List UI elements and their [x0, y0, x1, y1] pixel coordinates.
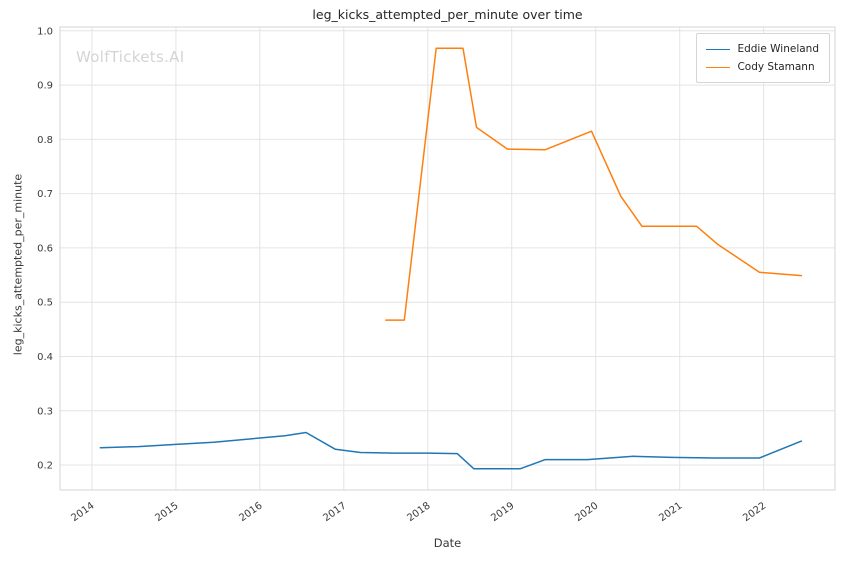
x-axis-label: Date: [433, 536, 462, 550]
legend-line-swatch: [706, 48, 731, 50]
y-tick-label: 0.2: [37, 461, 53, 472]
y-axis-label: leg_kicks_attempted_per_minute: [11, 173, 25, 356]
y-tick-label: 0.8: [37, 135, 53, 146]
series-line-eddie-wineland: [99, 431, 803, 470]
series-line-cody-stamann: [385, 47, 803, 321]
legend-entry: Cody Stamann: [706, 58, 819, 76]
x-tick-label: 2018: [405, 500, 432, 524]
legend-line-swatch: [706, 66, 731, 68]
y-tick-label: 0.7: [37, 189, 53, 200]
x-tick-label: 2017: [321, 500, 348, 524]
plot-border: [59, 26, 836, 491]
legend-label: Eddie Wineland: [737, 43, 819, 55]
y-tick-label: 0.3: [37, 406, 53, 417]
x-tick-label: 2020: [573, 500, 600, 524]
y-tick-label: 0.4: [37, 352, 53, 363]
y-tick-label: 0.9: [37, 81, 53, 92]
watermark: WolfTickets.AI: [76, 48, 185, 66]
y-tick-label: 0.5: [37, 298, 53, 309]
x-tick-label: 2014: [69, 500, 96, 524]
legend-label: Cody Stamann: [737, 61, 815, 73]
x-tick-label: 2022: [741, 500, 768, 524]
x-tick-label: 2016: [237, 500, 264, 524]
x-tick-label: 2021: [657, 500, 684, 524]
legend-entry: Eddie Wineland: [706, 40, 819, 58]
legend: Eddie Wineland Cody Stamann: [696, 33, 830, 83]
y-tick-label: 1.0: [37, 26, 53, 37]
y-tick-label: 0.6: [37, 243, 53, 254]
chart-title: leg_kicks_attempted_per_minute over time: [312, 7, 583, 22]
x-tick-label: 2015: [153, 500, 180, 524]
x-tick-label: 2019: [489, 500, 516, 524]
